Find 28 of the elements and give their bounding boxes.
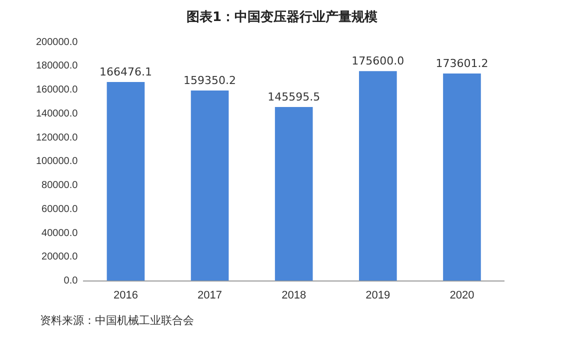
data-label: 145595.5 xyxy=(268,90,320,104)
y-tick-label: 180000.0 xyxy=(36,60,78,72)
y-tick-label: 80000.0 xyxy=(42,180,78,192)
x-tick-label: 2019 xyxy=(366,289,390,302)
bar xyxy=(190,90,229,281)
data-label: 159350.2 xyxy=(184,74,236,87)
bar xyxy=(359,71,397,281)
data-label: 173601.2 xyxy=(436,56,488,70)
x-tick-label: 2017 xyxy=(198,289,222,302)
data-label: 166476.1 xyxy=(99,65,152,78)
x-tick-label: 2020 xyxy=(450,289,474,302)
bar xyxy=(443,74,481,281)
text: 资料来源：中国机械工业联合会 xyxy=(40,313,194,328)
data-label: 175600.0 xyxy=(352,54,404,68)
y-tick-label: 0.0 xyxy=(64,276,78,287)
bar xyxy=(106,82,145,281)
x-tick-label: 2016 xyxy=(113,289,138,302)
y-tick-label: 120000.0 xyxy=(36,132,78,144)
y-tick-label: 40000.0 xyxy=(42,228,78,239)
y-tick-label: 160000.0 xyxy=(36,84,78,96)
bar xyxy=(274,106,313,281)
y-tick-label: 60000.0 xyxy=(42,204,78,215)
chart-title: 图表1：中国变压器行业产量规模 xyxy=(185,8,379,26)
y-tick-label: 200000.0 xyxy=(36,36,78,48)
y-tick-label: 140000.0 xyxy=(36,108,78,120)
x-tick-label: 2018 xyxy=(282,289,306,302)
y-tick-label: 100000.0 xyxy=(36,156,78,168)
y-tick-label: 20000.0 xyxy=(42,252,78,263)
